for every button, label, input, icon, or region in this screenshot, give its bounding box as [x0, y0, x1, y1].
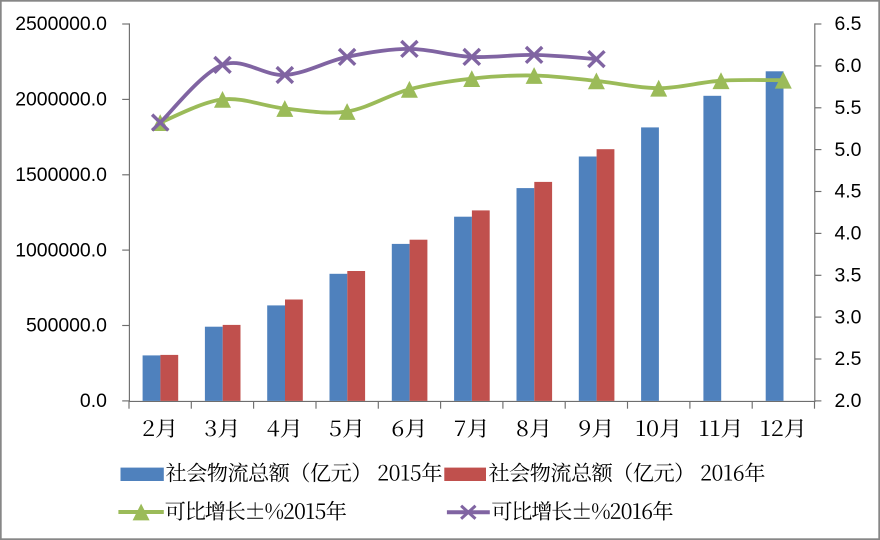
svg-text:6.5: 6.5: [835, 13, 862, 35]
svg-text:3.0: 3.0: [835, 306, 862, 328]
svg-text:3.5: 3.5: [835, 265, 862, 287]
svg-text:0.0: 0.0: [80, 390, 107, 412]
svg-text:5.5: 5.5: [835, 97, 862, 119]
svg-text:6.0: 6.0: [835, 55, 862, 77]
svg-text:5.0: 5.0: [835, 139, 862, 161]
svg-text:2.0: 2.0: [835, 390, 862, 412]
svg-text:4.5: 4.5: [835, 181, 862, 203]
svg-text:500000.0: 500000.0: [26, 315, 107, 337]
svg-text:2000000.0: 2000000.0: [15, 89, 107, 111]
svg-text:2.5: 2.5: [835, 348, 862, 370]
svg-text:4.0: 4.0: [835, 223, 862, 245]
svg-text:2500000.0: 2500000.0: [15, 13, 107, 35]
svg-text:1000000.0: 1000000.0: [15, 239, 107, 261]
svg-text:1500000.0: 1500000.0: [15, 164, 107, 186]
